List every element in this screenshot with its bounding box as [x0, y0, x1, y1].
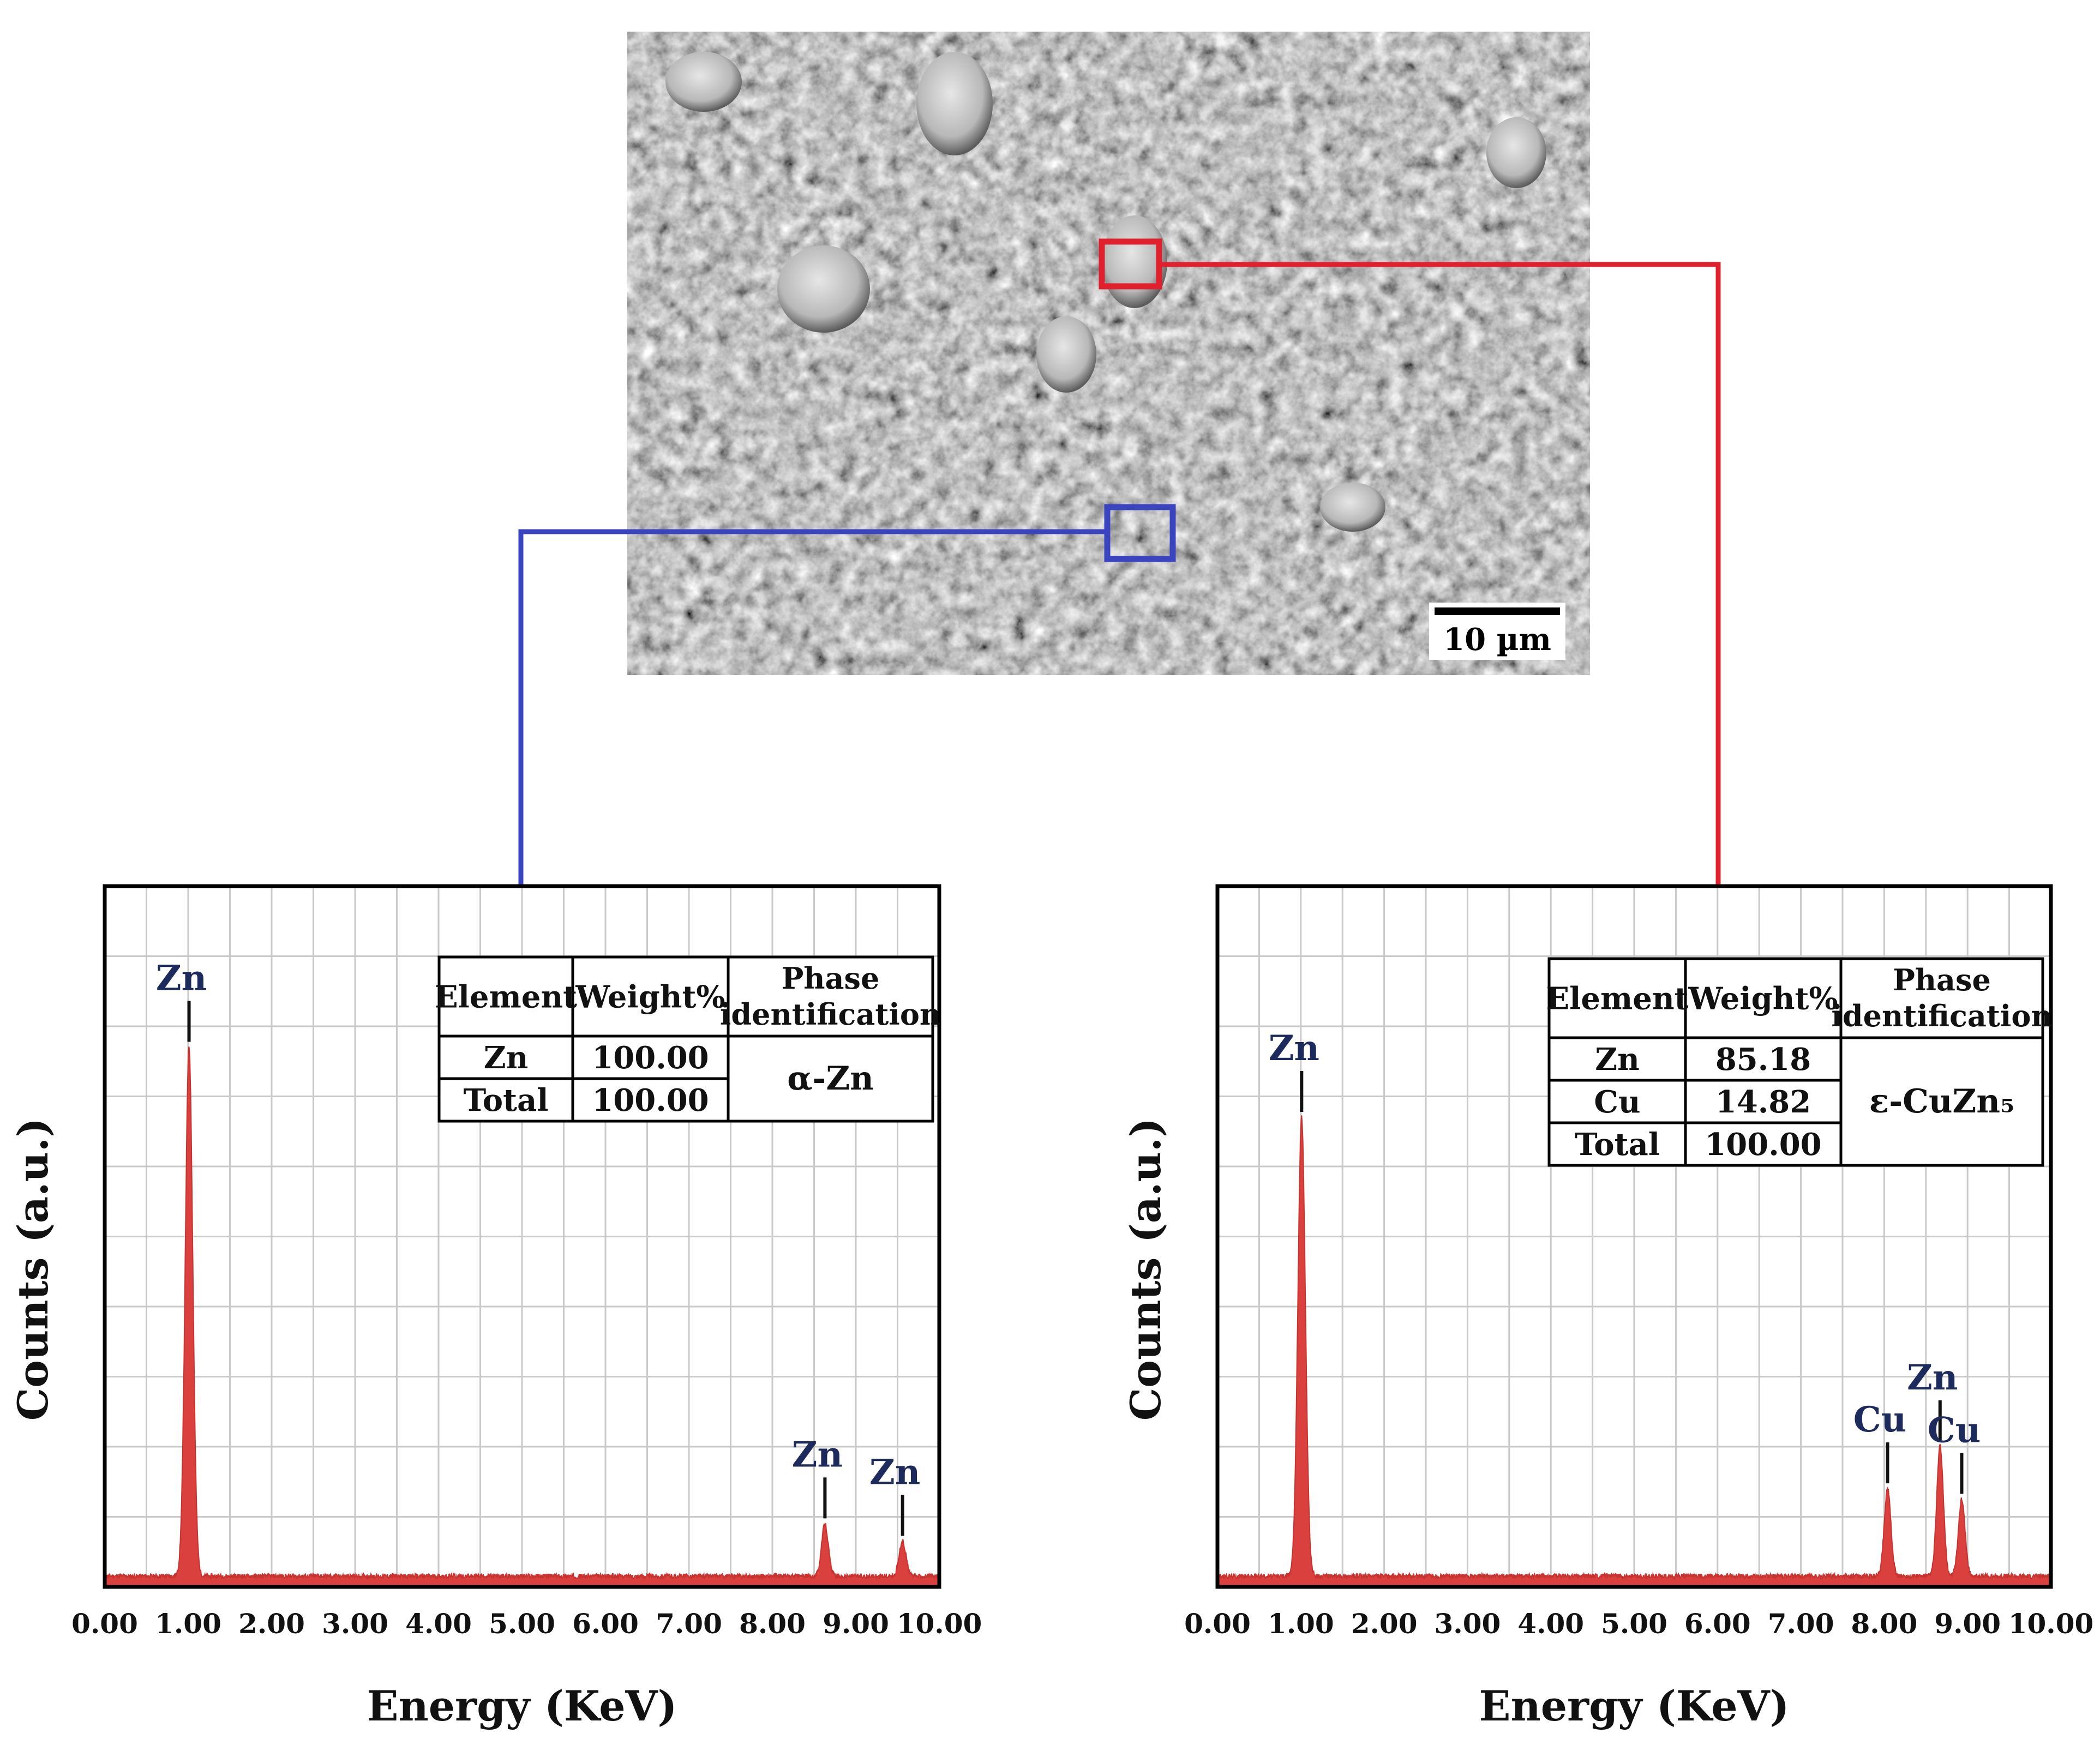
table-cell-element: Cu [1594, 1084, 1640, 1120]
x-tick-label: 3.00 [1435, 1608, 1501, 1640]
x-tick-label: 10.00 [2008, 1608, 2094, 1640]
table-cell-weight: 100.00 [592, 1082, 709, 1118]
table-header-weight: Weight% [1688, 981, 1838, 1017]
particle [665, 52, 742, 112]
spectrum-area [104, 1046, 940, 1587]
table-cell-weight: 85.18 [1715, 1042, 1811, 1078]
particle [1486, 117, 1546, 188]
x-axis-label: Energy (KeV) [367, 1682, 677, 1730]
table-border [1547, 957, 2044, 1167]
table-header-phase: Phase identification [1831, 962, 2052, 1033]
peak-labels: Zn Zn Zn [156, 958, 920, 1536]
spectrum-area [1217, 1115, 2051, 1587]
table-cell-phase: α-Zn [787, 1060, 874, 1098]
x-tick-label: 1.00 [155, 1608, 221, 1640]
y-axis-label: Counts (a.u.) [1121, 1118, 1170, 1421]
x-tick-labels: 0.00 1.00 2.00 3.00 4.00 5.00 6.00 7.00 8.00 9.00… [71, 1608, 982, 1640]
x-tick-label: 7.00 [656, 1608, 722, 1640]
sem-image-texture [627, 32, 1590, 675]
x-tick-labels: 0.00 1.00 2.00 3.00 4.00 5.00 6.00 7.00 8.00 9.00… [1184, 1608, 2093, 1640]
x-tick-label: 6.00 [1684, 1608, 1751, 1640]
y-axis-label: Counts (a.u.) [9, 1118, 57, 1421]
x-tick-label: 3.00 [322, 1608, 388, 1640]
table-header-element: Element [1546, 981, 1688, 1017]
x-tick-label: 10.00 [897, 1608, 982, 1640]
particle [1036, 316, 1096, 393]
peak-label: Zn [156, 958, 207, 999]
sem-micrograph: 10 µm [627, 32, 1590, 675]
x-tick-label: 4.00 [1517, 1608, 1584, 1640]
x-tick-label: 5.00 [489, 1608, 555, 1640]
x-tick-label: 4.00 [405, 1608, 472, 1640]
table-header-weight: Weight% [575, 979, 725, 1015]
x-tick-label: 2.00 [238, 1608, 305, 1640]
table-border [437, 955, 934, 1123]
table-header-phase: Phase identification [720, 961, 941, 1032]
x-tick-label: 7.00 [1768, 1608, 1834, 1640]
particle [777, 245, 870, 333]
table-cell-weight: 100.00 [592, 1040, 709, 1076]
peak-label: Zn [792, 1434, 843, 1475]
eds-spectrum-left: Zn Zn Zn 0.00 1.00 2.00 3.00 4.00 5.00 6.00 7.00 8… [9, 884, 982, 1730]
plot-frame [103, 884, 941, 1589]
x-tick-label: 8.00 [1851, 1608, 1918, 1640]
particle [1320, 483, 1385, 532]
x-tick-label: 2.00 [1351, 1608, 1418, 1640]
x-tick-label: 6.00 [572, 1608, 639, 1640]
table-header-element: Element [435, 979, 577, 1015]
particle [916, 52, 993, 155]
connector-blue [518, 529, 1107, 886]
x-tick-label: 8.00 [739, 1608, 806, 1640]
x-tick-label: 1.00 [1268, 1608, 1334, 1640]
x-axis-label: Energy (KeV) [1479, 1682, 1790, 1730]
x-tick-label: 0.00 [1184, 1608, 1251, 1640]
peak-label: Zn [869, 1452, 920, 1493]
x-tick-label: 0.00 [71, 1608, 138, 1640]
table-cell-element: Zn [1595, 1042, 1640, 1078]
composition-table: Element Weight%Phase identification Zn 85.18… [1546, 957, 2053, 1167]
scale-bar-label: 10 µm [1443, 622, 1551, 658]
peak-label: Zn [1269, 1028, 1319, 1069]
plot-frame [1215, 884, 2053, 1589]
x-tick-label: 9.00 [823, 1608, 889, 1640]
peak-label: Zn [1907, 1357, 1958, 1398]
scale-bar-line [1435, 607, 1560, 615]
table-cell-weight: 14.82 [1715, 1084, 1811, 1120]
peak-label: Cu [1853, 1399, 1906, 1440]
x-tick-label: 5.00 [1601, 1608, 1667, 1640]
table-cell-element: Zn [484, 1040, 529, 1076]
peak-label: Cu [1928, 1410, 1981, 1451]
table-cell-element: Total [463, 1082, 548, 1118]
table-cell-weight: 100.00 [1705, 1127, 1821, 1163]
x-tick-label: 9.00 [1934, 1608, 2001, 1640]
table-cell-phase: ε-CuZn₅ [1869, 1082, 2014, 1121]
connector-red [1159, 262, 1721, 886]
table-cell-element: Total [1575, 1127, 1660, 1163]
scale-bar: 10 µm [1429, 603, 1565, 660]
